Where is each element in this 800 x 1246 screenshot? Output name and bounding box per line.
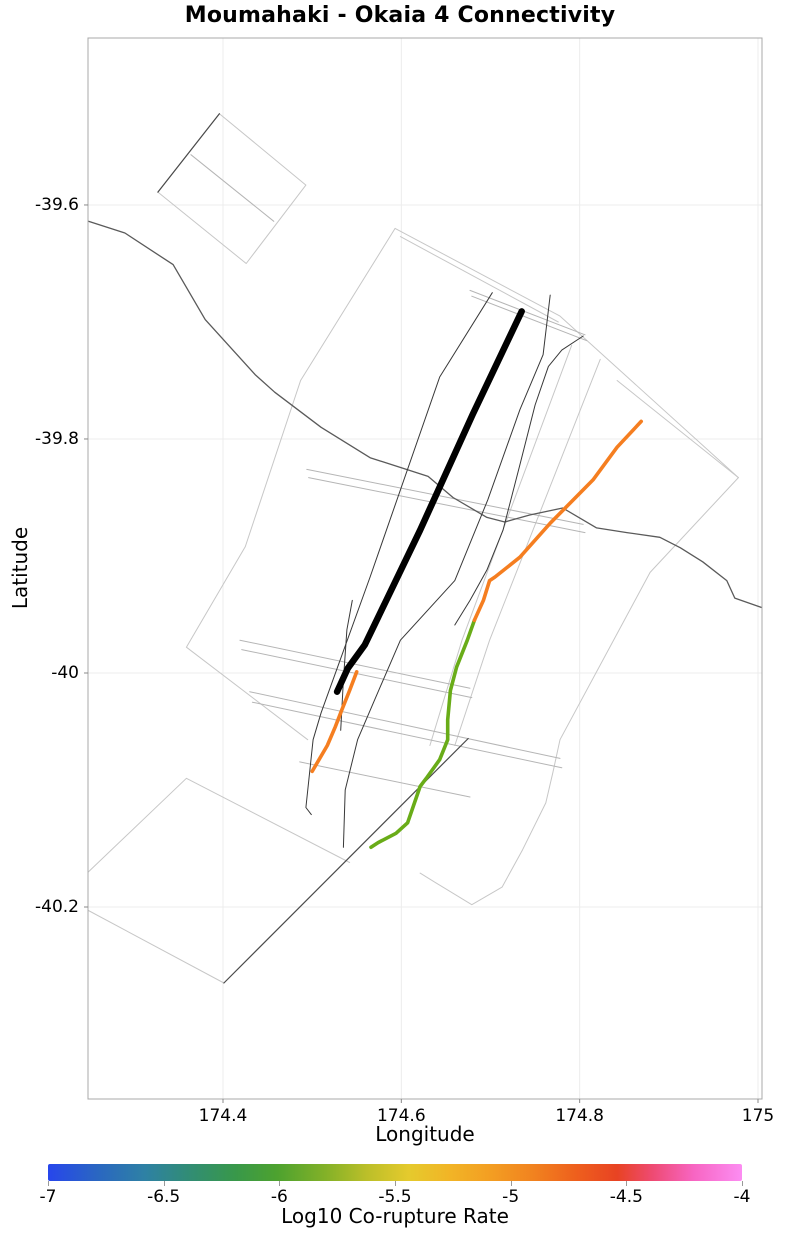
colorbar-tick-label: -6: [270, 1187, 288, 1207]
cross-tie-north-2: [471, 295, 588, 342]
y-tick-label: -39.6: [35, 194, 79, 215]
colorbar-tick-mark: [742, 1181, 743, 1186]
colorbar-gradient: [48, 1164, 742, 1181]
colorbar-tick-mark: [48, 1181, 49, 1186]
corupture-trace-green: [369, 618, 477, 850]
colorbar-tick-mark: [626, 1181, 628, 1186]
fault-trace-east-long: [342, 294, 551, 848]
fault-outline-ne-edge: [616, 380, 739, 479]
fault-outline-nw-parallelogram: [157, 113, 307, 264]
colorbar-tick-label: -4: [733, 1187, 751, 1207]
cross-tie-mid-1: [306, 468, 584, 525]
colorbar-title: Log10 Co-rupture Rate: [281, 1204, 509, 1228]
fault-outline-top-edge-pair: [399, 236, 559, 323]
colorbar-tick-mark: [279, 1181, 281, 1186]
y-tick-label: -40: [51, 662, 79, 683]
corupture-trace-orange-west: [310, 669, 359, 774]
x-tick-label: 175: [741, 1106, 775, 1126]
y-tick-label: -40.2: [35, 896, 79, 917]
corupture-trace-orange-east: [472, 419, 644, 623]
fault-outline-west-chain: [185, 227, 396, 741]
coastline: [88, 220, 762, 609]
cross-tie-south-5: [299, 761, 471, 798]
cross-tie-south-4: [251, 701, 563, 769]
x-tick-label: 174.4: [198, 1106, 248, 1126]
fault-outline-nw-inner-line: [190, 154, 275, 222]
fault-trace-west-long: [305, 292, 493, 816]
fault-outline-sw-upper: [88, 777, 351, 873]
fault-trace-curved: [454, 335, 584, 626]
colorbar-tick-label: -4.5: [609, 1187, 643, 1207]
colorbar-tick-label: -6.5: [147, 1187, 181, 1207]
colorbar-tick-label: -5: [502, 1187, 520, 1207]
fault-outline-top-edge: [394, 227, 739, 479]
x-axis-label: Longitude: [375, 1122, 475, 1146]
colorbar-tick-mark: [395, 1181, 396, 1186]
y-axis-label: Latitude: [8, 526, 32, 610]
colorbar-tick-mark: [163, 1181, 165, 1186]
y-tick-label: -39.8: [35, 428, 79, 449]
fault-trace-nw-edge: [157, 113, 220, 193]
cross-tie-mid-2: [308, 477, 586, 534]
colorbar-tick-mark: [510, 1181, 512, 1186]
fault-outline-inner-band-1: [454, 358, 601, 746]
cross-tie-south-3: [249, 691, 561, 759]
source-fault-moumahaki-okaia-4: [333, 308, 525, 695]
x-tick-label: 174.6: [376, 1106, 426, 1126]
cross-tie-north-1: [469, 289, 586, 336]
fault-outline-inner-band-2: [429, 344, 573, 746]
colorbar-tick-label: -5.5: [378, 1187, 412, 1207]
chart-title: Moumahaki - Okaia 4 Connectivity: [184, 3, 616, 28]
fault-outline-east-chain: [419, 477, 739, 906]
colorbar-tick-label: -7: [39, 1187, 57, 1207]
x-tick-label: 174.8: [555, 1106, 604, 1126]
fault-outline-sw-lower: [88, 910, 225, 984]
fault-trace-south-diagonal: [223, 737, 469, 984]
cross-tie-south-1: [239, 639, 471, 689]
